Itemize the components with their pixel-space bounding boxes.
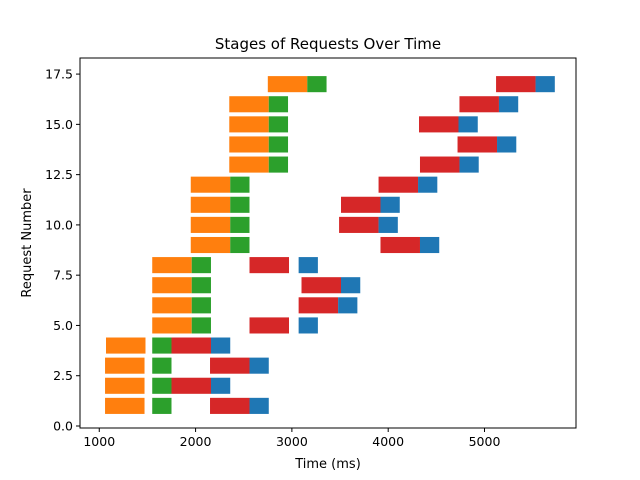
plot-frame <box>79 57 577 429</box>
bar-s1-req3 <box>152 357 172 374</box>
bar-s3-req9 <box>419 236 440 254</box>
bar-s3-req8 <box>298 257 318 274</box>
bar-s2-req6 <box>298 297 339 314</box>
y-tick-label: 10.0 <box>45 217 73 232</box>
bar-s1-req7 <box>191 277 211 294</box>
bar-s0-req4 <box>106 337 146 354</box>
bar-s1-req17 <box>307 76 327 93</box>
y-tick-label: 0.0 <box>53 418 73 433</box>
bar-s2-req11 <box>341 196 381 213</box>
bar-s1-req8 <box>191 257 211 274</box>
chart-title: Stages of Requests Over Time <box>215 35 441 53</box>
bar-s0-req15 <box>229 116 269 133</box>
y-tick-label: 2.5 <box>53 368 73 383</box>
y-tick-label: 7.5 <box>53 268 73 283</box>
bar-s3-req11 <box>380 196 400 213</box>
bar-s3-req5 <box>298 317 318 334</box>
bar-s2-req5 <box>249 317 289 334</box>
y-tick-label: 12.5 <box>45 167 73 182</box>
bar-s1-req5 <box>191 317 211 334</box>
bar-s0-req10 <box>190 216 231 233</box>
bar-s1-req9 <box>230 236 250 254</box>
bar-s0-req7 <box>152 277 192 294</box>
x-tick-label: 4000 <box>372 434 404 449</box>
bar-s3-req4 <box>210 337 231 354</box>
bar-s2-req14 <box>457 136 498 153</box>
bar-s2-req4 <box>171 337 211 354</box>
bar-s3-req17 <box>535 76 555 93</box>
bar-s2-req7 <box>301 277 341 294</box>
bar-s1-req14 <box>268 136 289 153</box>
bar-s3-req2 <box>210 377 231 394</box>
bar-s3-req3 <box>249 357 269 374</box>
x-tick-label: 2000 <box>180 434 212 449</box>
y-tick-label: 15.0 <box>45 117 73 132</box>
bar-s3-req7 <box>341 277 361 294</box>
bar-s0-req13 <box>229 156 269 173</box>
bar-s2-req3 <box>210 357 250 374</box>
bar-s0-req5 <box>152 317 192 334</box>
bar-s0-req11 <box>190 196 231 213</box>
x-axis: 1000 2000 3000 4000 5000 <box>83 428 500 449</box>
bar-s2-req16 <box>459 96 499 113</box>
bar-s0-req3 <box>105 357 145 374</box>
y-axis: 0.0 2.5 5.0 7.5 10.0 12.5 15.0 17.5 <box>45 67 80 433</box>
bar-s3-req15 <box>458 116 478 133</box>
x-axis-label: Time (ms) <box>294 457 361 472</box>
bar-s0-req6 <box>152 297 192 314</box>
bar-s3-req13 <box>459 156 479 173</box>
bar-s2-req15 <box>419 116 459 133</box>
bars-group <box>105 76 555 414</box>
bar-s0-req9 <box>190 236 231 254</box>
bar-s2-req1 <box>210 397 250 414</box>
bar-s1-req16 <box>268 96 289 113</box>
bar-s0-req14 <box>229 136 269 153</box>
bar-s2-req13 <box>419 156 460 173</box>
x-tick-label: 3000 <box>276 434 308 449</box>
bar-s2-req17 <box>496 76 536 93</box>
bar-s1-req2 <box>152 377 172 394</box>
bar-s1-req15 <box>268 116 289 133</box>
bar-s2-req12 <box>378 176 419 193</box>
bar-s3-req16 <box>498 96 519 113</box>
bar-s1-req4 <box>152 337 172 354</box>
bar-s2-req10 <box>339 216 379 233</box>
bar-s1-req6 <box>191 297 211 314</box>
x-tick-label: 1000 <box>83 434 115 449</box>
y-tick-label: 17.5 <box>45 67 73 82</box>
y-tick-label: 5.0 <box>53 318 73 333</box>
bar-s3-req6 <box>338 297 358 314</box>
bar-s1-req12 <box>230 176 250 193</box>
bar-s3-req10 <box>378 216 398 233</box>
bar-s0-req2 <box>105 377 145 394</box>
bar-s0-req1 <box>105 397 145 414</box>
bar-s2-req8 <box>249 257 289 274</box>
bar-s0-req12 <box>190 176 231 193</box>
bar-s3-req14 <box>497 136 517 153</box>
bar-s1-req10 <box>230 216 250 233</box>
bar-s1-req1 <box>152 397 172 414</box>
bar-s0-req16 <box>229 96 269 113</box>
bar-s1-req13 <box>268 156 289 173</box>
bar-s2-req9 <box>380 236 420 254</box>
bar-s0-req8 <box>152 257 192 274</box>
x-tick-label: 5000 <box>469 434 501 449</box>
y-axis-label: Request Number <box>20 188 35 298</box>
bar-s3-req1 <box>249 397 269 414</box>
bar-s3-req12 <box>418 176 438 193</box>
bar-s0-req17 <box>267 76 308 93</box>
bar-s1-req11 <box>230 196 250 213</box>
bar-s2-req2 <box>171 377 211 394</box>
